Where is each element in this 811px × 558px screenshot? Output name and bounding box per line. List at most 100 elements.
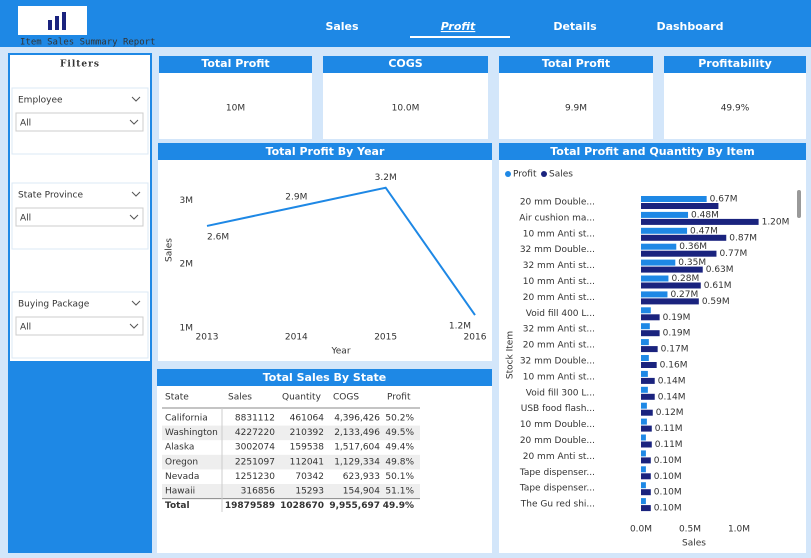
kpi-label: Profitability: [698, 57, 772, 70]
data-label: 0.16M: [660, 361, 688, 371]
x-tick-label: 2014: [285, 333, 308, 343]
y-tick-label: 2M: [180, 260, 194, 270]
data-label: 1.2M: [449, 322, 471, 332]
kpi-value: 49.9%: [721, 104, 750, 114]
cell: 15293: [295, 487, 324, 497]
bar: [641, 457, 651, 464]
line: [206, 186, 476, 316]
dropdown-value: All: [20, 323, 31, 333]
kpi-header: [499, 56, 653, 73]
kpi-header: [159, 56, 312, 73]
dropdown[interactable]: [15, 207, 144, 227]
dropdown[interactable]: [15, 316, 144, 336]
bar: [641, 307, 651, 314]
category-label: 20 mm Anti st...: [523, 452, 595, 462]
bar: [641, 370, 648, 377]
bar: [641, 473, 651, 480]
nav-item[interactable]: Sales: [325, 20, 359, 33]
bar: [641, 330, 660, 337]
cell: Nevada: [165, 472, 199, 482]
filter-title: Filters: [60, 60, 100, 70]
data-label: 0.19M: [663, 313, 691, 323]
bar: [641, 196, 707, 202]
logo-bar: [48, 20, 52, 30]
cell: 49.5%: [385, 428, 414, 438]
cell: 461064: [290, 414, 325, 424]
x-tick-label: 1.0M: [728, 525, 750, 535]
bar: [641, 218, 759, 225]
bar: [641, 441, 652, 448]
filter-label: Buying Package: [18, 300, 90, 310]
report-title: Item Sales Summary Report: [20, 38, 155, 48]
chevron: [131, 300, 141, 306]
kpi-value: 10M: [226, 104, 245, 114]
bar: [641, 386, 648, 393]
nav-item[interactable]: Dashboard: [656, 20, 723, 33]
category-label: Air cushion ma...: [519, 213, 595, 223]
dropdown[interactable]: [15, 112, 144, 132]
data-label: 0.11M: [655, 424, 683, 434]
category-label: 32 mm Double...: [520, 245, 595, 255]
bar: [641, 434, 646, 441]
y-tick-label: 1M: [180, 323, 194, 333]
legend-marker: [505, 171, 511, 177]
data-label: 2.6M: [207, 232, 229, 242]
dropdown-value: All: [20, 119, 31, 129]
bar: [641, 346, 658, 353]
x-tick-label: 0.0M: [630, 525, 652, 535]
cell: 3002074: [235, 443, 275, 453]
legend-label: Sales: [549, 170, 573, 180]
cell: 49.4%: [385, 443, 414, 453]
panel-title: Total Profit By Year: [266, 145, 385, 158]
row-stripe: [162, 484, 420, 499]
total-cell: 19879589: [225, 501, 275, 511]
column-header: Profit: [387, 393, 411, 403]
data-label: 0.61M: [704, 281, 732, 291]
bar: [641, 355, 649, 361]
bar: [641, 266, 703, 273]
cell: 159538: [290, 443, 325, 453]
top-bar: [0, 0, 811, 47]
chevron: [131, 191, 141, 197]
x-tick-label: 2016: [464, 333, 487, 343]
cell: 154,904: [343, 487, 380, 497]
bar: [641, 466, 646, 473]
x-axis-label: Sales: [682, 539, 706, 549]
data-label: 0.14M: [658, 376, 686, 386]
data-label: 0.14M: [658, 392, 686, 402]
kpi-header: [664, 56, 806, 73]
cell: Alaska: [165, 443, 194, 453]
legend-label: Profit: [513, 170, 537, 180]
bar: [641, 298, 699, 305]
panel-header: [499, 143, 806, 160]
cell: 70342: [295, 472, 324, 482]
data-label: 0.12M: [656, 408, 684, 418]
bar: [641, 393, 655, 400]
panel: [158, 143, 492, 361]
total-cell: 9,955,697: [329, 501, 380, 511]
logo-bar: [55, 16, 59, 30]
category-label: 20 mm Double...: [520, 436, 595, 446]
column-header: COGS: [333, 393, 359, 403]
data-label: 0.10M: [654, 472, 682, 482]
cell: 2,133,496: [334, 428, 380, 438]
cell: 112041: [290, 457, 324, 467]
panel-title: Total Profit and Quantity By Item: [550, 145, 755, 158]
kpi-label: COGS: [388, 57, 422, 70]
data-label: 0.63M: [706, 265, 734, 275]
dropdown-value: All: [20, 214, 31, 224]
x-axis-label: Year: [330, 347, 350, 357]
bar: [641, 402, 647, 409]
bar: [641, 211, 689, 218]
category-label: The Gu red shi...: [520, 500, 595, 510]
data-label: 0.19M: [663, 329, 691, 339]
nav-item[interactable]: Profit: [441, 20, 476, 33]
filter-label: State Province: [18, 191, 83, 201]
bar: [641, 323, 650, 330]
bar: [641, 282, 701, 289]
kpi-value: 10.0M: [392, 104, 420, 114]
bar: [641, 243, 677, 250]
y-axis-label: Stock Item: [506, 331, 516, 379]
cell: 316856: [241, 487, 276, 497]
nav-item[interactable]: Details: [553, 20, 597, 33]
